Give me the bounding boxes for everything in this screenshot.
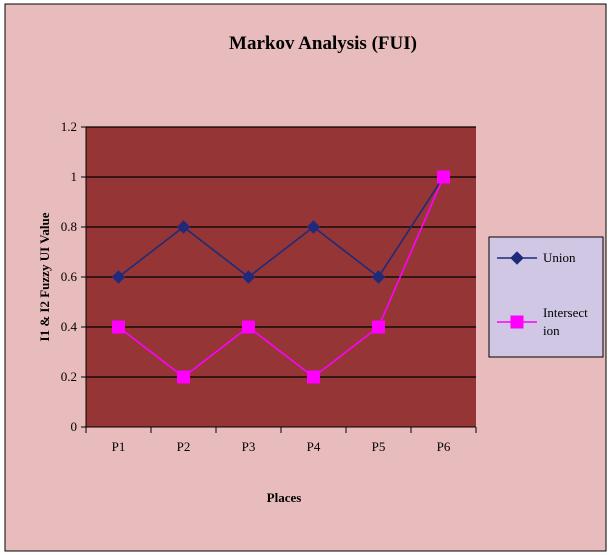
y-tick-label: 0.2: [61, 369, 77, 384]
legend-box: [488, 236, 604, 358]
data-point: [242, 320, 255, 334]
series-line-1: [118, 176, 445, 279]
x-tick-label: P4: [307, 439, 321, 454]
x-tick-label: P6: [437, 439, 451, 454]
axes: 0 0.2 0.4 0.6 0.8 1 1.2 P1 P2 P3 P4 P5 P6: [61, 119, 477, 454]
data-point: [372, 320, 385, 334]
data-point: [112, 320, 125, 334]
data-point: [306, 220, 321, 234]
series-line-2: [118, 176, 445, 379]
x-tick-label: P5: [372, 439, 386, 454]
data-point: [241, 270, 256, 284]
x-axis-label: Places: [267, 490, 302, 505]
x-tick-label: P2: [177, 439, 191, 454]
y-tick-label: 0.4: [61, 319, 78, 334]
y-tick-label: 0.8: [61, 219, 77, 234]
chart-title: Markov Analysis (FUI): [229, 33, 417, 54]
legend-label: Union: [543, 250, 576, 265]
legend-marker-2: [510, 315, 524, 329]
data-point: [111, 270, 126, 284]
legend-marker-1: [510, 251, 524, 265]
legend: Union Intersect ion: [488, 236, 604, 358]
y-tick-label: 0: [71, 419, 78, 434]
legend-label: ion: [543, 323, 560, 338]
data-point: [371, 270, 386, 284]
data-point: [177, 370, 190, 384]
x-tick-label: P3: [242, 439, 256, 454]
y-tick-label: 0.6: [61, 269, 78, 284]
y-tick-label: 1.2: [61, 119, 77, 134]
data-point: [307, 370, 320, 384]
y-axis-label: I1 & I2 Fuzzy UI Value: [37, 212, 52, 341]
data-point: [437, 170, 450, 184]
x-tick-label: P1: [112, 439, 126, 454]
legend-label: Intersect: [543, 305, 588, 320]
data-point: [176, 220, 191, 234]
y-tick-label: 1: [71, 169, 78, 184]
series-layer: [111, 170, 451, 384]
